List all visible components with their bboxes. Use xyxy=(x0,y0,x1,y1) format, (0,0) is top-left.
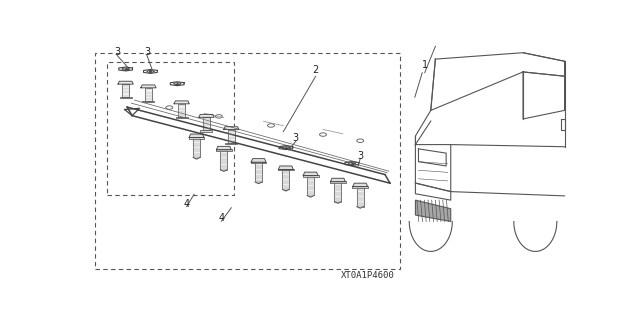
Polygon shape xyxy=(303,172,318,176)
Polygon shape xyxy=(415,200,451,221)
Polygon shape xyxy=(255,182,262,184)
Polygon shape xyxy=(307,196,314,197)
Bar xyxy=(200,130,212,131)
Polygon shape xyxy=(223,127,239,130)
Polygon shape xyxy=(220,170,227,171)
Bar xyxy=(352,186,368,188)
Polygon shape xyxy=(199,115,214,117)
Bar xyxy=(303,175,319,177)
Text: 1: 1 xyxy=(422,60,428,70)
Text: 3: 3 xyxy=(357,151,364,161)
Bar xyxy=(189,137,205,138)
Polygon shape xyxy=(118,81,133,84)
Polygon shape xyxy=(335,202,341,203)
Bar xyxy=(225,143,237,144)
Text: 3: 3 xyxy=(292,133,299,144)
Polygon shape xyxy=(282,189,289,191)
Text: 3: 3 xyxy=(144,48,150,57)
Text: 2: 2 xyxy=(312,65,319,75)
Bar xyxy=(203,117,210,130)
Text: 4: 4 xyxy=(218,213,225,223)
Bar xyxy=(122,84,129,97)
Bar xyxy=(278,169,294,170)
Bar xyxy=(255,162,262,182)
Polygon shape xyxy=(193,157,200,159)
Polygon shape xyxy=(251,159,266,162)
Bar xyxy=(120,97,132,98)
Bar xyxy=(356,187,364,206)
Bar xyxy=(108,62,234,196)
Polygon shape xyxy=(216,146,231,150)
Bar xyxy=(330,181,346,183)
Bar xyxy=(95,53,400,269)
Bar xyxy=(175,117,188,118)
Bar xyxy=(193,137,200,157)
Polygon shape xyxy=(353,183,367,187)
Bar xyxy=(143,101,154,102)
Polygon shape xyxy=(141,85,156,88)
Polygon shape xyxy=(189,134,204,137)
Polygon shape xyxy=(278,166,293,169)
Text: XT0A1P4600: XT0A1P4600 xyxy=(341,271,394,280)
Bar xyxy=(251,162,266,163)
Bar xyxy=(335,182,341,202)
Bar xyxy=(216,149,232,151)
Polygon shape xyxy=(174,101,189,104)
Polygon shape xyxy=(330,178,346,182)
Bar xyxy=(282,169,289,189)
Polygon shape xyxy=(356,206,364,208)
Text: 4: 4 xyxy=(184,198,189,209)
Bar xyxy=(178,104,185,117)
Bar xyxy=(220,150,227,170)
Bar xyxy=(307,176,314,196)
Bar xyxy=(145,88,152,101)
Text: 3: 3 xyxy=(114,48,120,57)
Bar xyxy=(228,130,235,143)
